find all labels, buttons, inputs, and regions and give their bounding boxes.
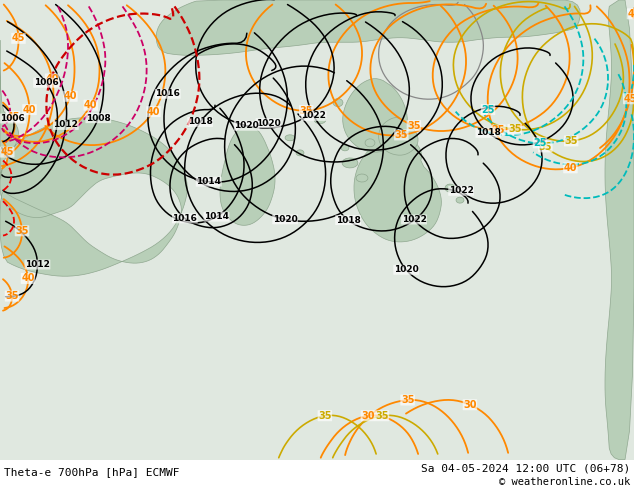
Text: © weatheronline.co.uk: © weatheronline.co.uk <box>499 477 630 487</box>
Text: 45: 45 <box>6 112 20 122</box>
Text: 1006: 1006 <box>34 78 58 87</box>
Text: Theta-e 700hPa [hPa] ECMWF: Theta-e 700hPa [hPa] ECMWF <box>4 467 179 477</box>
Text: 35: 35 <box>394 130 408 140</box>
Text: 35: 35 <box>15 226 29 236</box>
Text: 1020: 1020 <box>394 265 418 274</box>
Text: 1016: 1016 <box>155 89 180 98</box>
Text: 1022: 1022 <box>301 111 326 121</box>
Text: 40: 40 <box>146 107 160 117</box>
Text: 1020: 1020 <box>273 215 297 224</box>
Text: 35: 35 <box>401 395 415 405</box>
Text: 1012: 1012 <box>25 260 50 269</box>
Text: 35: 35 <box>407 121 420 131</box>
Text: 40: 40 <box>22 273 35 283</box>
Text: 1020: 1020 <box>235 122 259 130</box>
Text: 35: 35 <box>492 125 505 135</box>
Text: 35: 35 <box>375 411 389 421</box>
Text: 35: 35 <box>5 291 19 301</box>
Text: 35: 35 <box>318 411 332 421</box>
Text: 25: 25 <box>481 105 495 115</box>
Text: 1008: 1008 <box>86 114 111 122</box>
Text: 45: 45 <box>623 94 634 104</box>
Text: 45: 45 <box>12 33 25 43</box>
Text: 40: 40 <box>23 105 36 115</box>
Text: 30: 30 <box>361 411 375 421</box>
Text: 35: 35 <box>299 106 313 116</box>
Text: 1014: 1014 <box>196 177 221 186</box>
Text: 1006: 1006 <box>1 114 25 123</box>
Text: 45: 45 <box>627 9 634 19</box>
Text: 35: 35 <box>564 136 578 146</box>
Text: 1020: 1020 <box>256 119 281 128</box>
Text: 1018: 1018 <box>335 216 361 224</box>
Text: 40: 40 <box>46 74 59 84</box>
Text: 40: 40 <box>564 163 577 173</box>
Text: 1018: 1018 <box>476 128 501 137</box>
Text: 40: 40 <box>63 91 77 101</box>
Text: 1018: 1018 <box>188 118 212 126</box>
Text: 1012: 1012 <box>53 121 79 129</box>
Text: Sa 04-05-2024 12:00 UTC (06+78): Sa 04-05-2024 12:00 UTC (06+78) <box>421 464 630 474</box>
Text: 45: 45 <box>1 147 14 157</box>
Text: 30: 30 <box>463 400 477 410</box>
Text: 25: 25 <box>533 138 547 148</box>
Text: 35: 35 <box>539 142 552 152</box>
Text: 1022: 1022 <box>449 186 474 196</box>
Text: 1022: 1022 <box>401 215 427 224</box>
Text: 1014: 1014 <box>204 212 229 221</box>
Text: 35: 35 <box>508 124 521 134</box>
Text: 40: 40 <box>84 100 98 110</box>
Text: 1016: 1016 <box>172 214 197 223</box>
